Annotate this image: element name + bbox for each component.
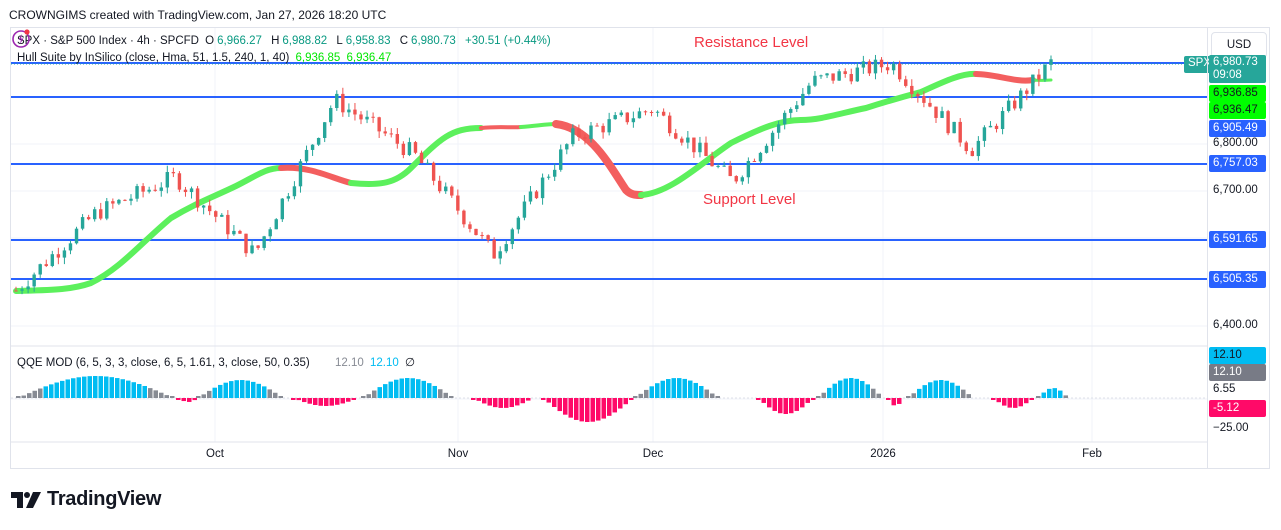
tradingview-logo-icon: [11, 491, 41, 508]
qqe-value-2: 12.10: [369, 357, 399, 369]
tradingview-logo[interactable]: TradingView: [11, 488, 161, 511]
resistance-annotation[interactable]: Resistance Level: [694, 34, 809, 51]
currency-button[interactable]: USD: [1211, 32, 1267, 58]
hull-price-label: 6,936.85: [1209, 85, 1266, 102]
qqe-title[interactable]: QQE MOD (6, 5, 3, 3, close, 6, 5, 1.61, …: [17, 357, 310, 369]
qqe-value-3: ∅: [404, 357, 415, 369]
time-label: Oct: [206, 448, 224, 460]
symbol-legend[interactable]: SPX · S&P 500 Index · 4h · SPCFD O 6,966.…: [17, 35, 551, 47]
qqe-histogram: [16, 376, 1068, 422]
price-axis[interactable]: USD 6,980.73 09:08 6,936.85 6,936.47 6,9…: [1207, 28, 1270, 468]
qqe-label: 12.10: [1209, 364, 1266, 381]
hull-title[interactable]: Hull Suite by InSilico (close, Hma, 51, …: [17, 52, 290, 64]
qqe-label: -5.12: [1209, 400, 1266, 417]
support-annotation[interactable]: Support Level: [703, 191, 796, 208]
change-value: +30.51 (+0.44%): [465, 35, 551, 47]
chart-credit: CROWNGIMS created with TradingView.com, …: [9, 8, 387, 22]
level-price-label: 6,905.49: [1209, 120, 1266, 137]
time-label: Feb: [1082, 448, 1102, 460]
open-value: 6,966.27: [217, 35, 262, 47]
bar-countdown: 09:08: [1213, 69, 1242, 81]
hull-value-1: 6,936.85: [295, 52, 341, 64]
low-value: 6,958.83: [345, 35, 391, 47]
current-price-label: 6,980.73 09:08: [1209, 55, 1266, 83]
hull-value-2: 6,936.47: [346, 52, 392, 64]
qqe-label: 12.10: [1209, 347, 1266, 364]
time-axis[interactable]: Oct Nov Dec 2026 Feb: [11, 442, 1207, 468]
level-price-label: 6,757.03: [1209, 155, 1266, 172]
close-value: 6,980.73: [411, 35, 456, 47]
chart-frame[interactable]: SPX · S&P 500 Index · 4h · SPCFD O 6,966.…: [10, 27, 1270, 469]
time-label: Nov: [447, 448, 469, 460]
candlesticks: [14, 54, 1053, 295]
price-tick: 6,800.00: [1213, 137, 1258, 149]
qqe-tick: 6.55: [1213, 383, 1236, 395]
hull-price-label: 6,936.47: [1209, 102, 1266, 119]
hull-suite-band: [13, 70, 1053, 294]
price-tick: 6,400.00: [1213, 319, 1258, 331]
support-resistance-lines: [11, 62, 1207, 280]
level-price-label: 6,591.65: [1209, 231, 1266, 248]
chart-canvas: [11, 28, 1207, 443]
hull-legend[interactable]: Hull Suite by InSilico (close, Hma, 51, …: [17, 52, 394, 64]
price-tick: 6,700.00: [1213, 184, 1258, 196]
qqe-legend[interactable]: QQE MOD (6, 5, 3, 3, close, 6, 5, 1.61, …: [17, 355, 418, 369]
price-plot[interactable]: SPX · S&P 500 Index · 4h · SPCFD O 6,966.…: [11, 28, 1216, 468]
qqe-value-1: 12.10: [334, 357, 364, 369]
lightning-icon[interactable]: [11, 28, 31, 48]
level-price-label: 6,505.35: [1209, 271, 1266, 288]
symbol-title[interactable]: SPX · S&P 500 Index · 4h · SPCFD: [17, 35, 199, 47]
time-label: 2026: [870, 448, 896, 460]
tradingview-logo-text: TradingView: [47, 488, 162, 510]
high-value: 6,988.82: [282, 35, 328, 47]
qqe-tick: −25.00: [1213, 422, 1249, 434]
time-label: Dec: [642, 448, 664, 460]
